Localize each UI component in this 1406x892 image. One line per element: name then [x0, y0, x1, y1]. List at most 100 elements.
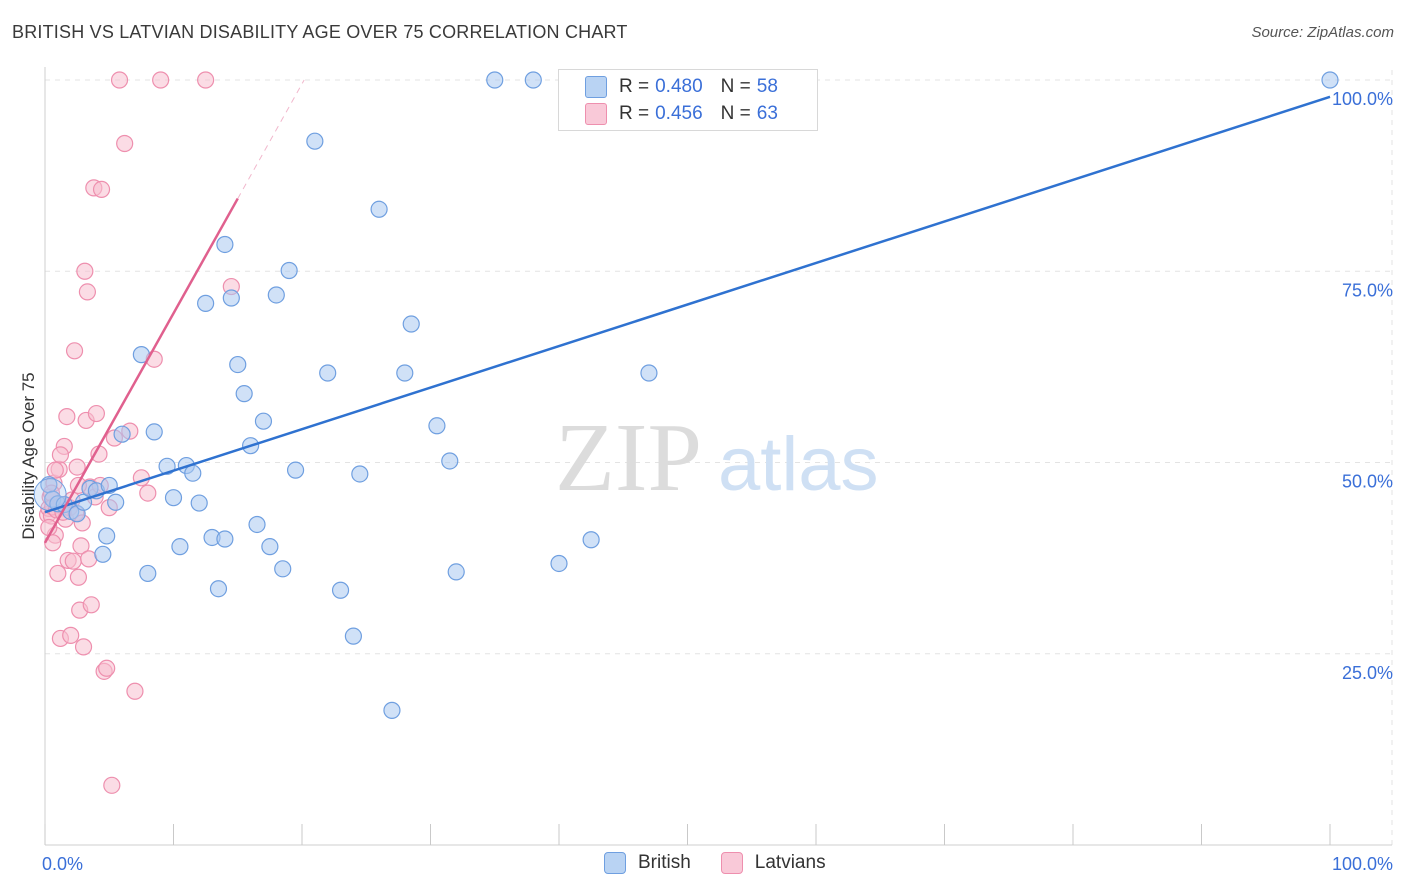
- latvian-point: [44, 534, 62, 552]
- british-point: [107, 493, 125, 511]
- legend-item-british: British: [604, 852, 691, 874]
- british-point: [261, 538, 279, 556]
- british-point: [306, 132, 324, 150]
- latvian-point: [82, 596, 100, 614]
- latvian-point: [62, 626, 80, 644]
- british-point: [222, 289, 240, 307]
- legend-item-latvians: Latvians: [720, 852, 826, 874]
- british-point: [113, 425, 131, 443]
- british-n-label: N =: [720, 76, 751, 97]
- latvian-swatch: [585, 103, 607, 125]
- latvian-point: [87, 404, 106, 423]
- chart-title: BRITISH VS LATVIAN DISABILITY AGE OVER 7…: [12, 22, 628, 42]
- latvian-point: [78, 283, 97, 301]
- british-point: [145, 423, 163, 441]
- british-point: [216, 235, 234, 254]
- latvian-point: [49, 564, 67, 583]
- y-tick-label: 75.0%: [1342, 280, 1393, 300]
- british-point: [550, 554, 568, 573]
- british-point: [248, 515, 266, 534]
- grid-layer: [45, 70, 1393, 845]
- x-tick-label-max: 100.0%: [1332, 854, 1393, 874]
- british-points: [33, 71, 1339, 719]
- latvian-point: [51, 446, 70, 464]
- british-point: [94, 545, 112, 563]
- latvian-point: [76, 262, 94, 280]
- british-point: [396, 364, 414, 382]
- british-point: [486, 71, 504, 89]
- british-point: [139, 564, 157, 583]
- y-tick-label: 50.0%: [1342, 472, 1393, 492]
- watermark-zip: ZIP: [555, 404, 702, 512]
- british-point: [402, 315, 420, 333]
- british-point: [235, 385, 253, 403]
- british-trend-line: [44, 95, 1331, 514]
- watermark-atlas: atlas: [718, 422, 879, 507]
- british-point: [229, 355, 247, 374]
- british-point: [447, 563, 465, 581]
- british-point: [428, 417, 446, 435]
- british-point: [351, 465, 369, 483]
- british-point: [164, 489, 183, 507]
- latvian-r-label: R =: [619, 103, 650, 124]
- british-point: [171, 538, 189, 556]
- british-r-label: R =: [619, 76, 650, 97]
- legend-row-british: R = 0.480 N = 58: [585, 74, 796, 100]
- legend-latvian-swatch: [720, 852, 743, 874]
- latvian-points: [38, 71, 240, 794]
- latvian-n-value: 63: [756, 103, 778, 124]
- latvian-trend-line: [43, 197, 239, 544]
- british-point: [344, 627, 362, 645]
- watermark: ZIP atlas: [555, 404, 879, 512]
- british-point: [441, 452, 459, 470]
- latvian-point: [116, 134, 134, 153]
- latvian-point: [139, 484, 157, 502]
- y-tick-label: 25.0%: [1342, 663, 1393, 683]
- british-point: [267, 286, 285, 304]
- latvian-point: [92, 180, 111, 198]
- axis-layer: 25.0% 50.0% 75.0% 100.0% 0.0% 100.0%: [42, 67, 1393, 874]
- british-point: [582, 531, 600, 549]
- latvian-point: [72, 537, 90, 555]
- y-tick-label: 100.0%: [1332, 89, 1393, 109]
- british-r-value: 0.480: [655, 76, 703, 97]
- british-point: [190, 494, 208, 512]
- legend-row-latvians: R = 0.456 N = 63: [585, 101, 796, 127]
- british-swatch: [585, 76, 607, 98]
- british-point: [640, 364, 658, 382]
- x-tick-label-min: 0.0%: [42, 854, 83, 874]
- series-legend: British Latvians: [604, 852, 856, 874]
- british-point: [524, 71, 542, 89]
- source-label: Source: ZipAtlas.com: [1251, 24, 1394, 41]
- british-point: [280, 261, 298, 280]
- correlation-legend: R = 0.480 N = 58 R = 0.456 N = 63: [558, 69, 818, 131]
- british-point: [184, 464, 202, 482]
- trend-lines: [43, 79, 1331, 544]
- british-point: [216, 530, 234, 548]
- latvian-n-label: N =: [720, 103, 751, 124]
- latvian-point: [65, 342, 84, 360]
- british-point: [286, 461, 305, 479]
- british-point: [197, 294, 215, 312]
- british-point: [98, 527, 116, 545]
- british-point: [1321, 71, 1339, 89]
- latvian-point: [68, 458, 86, 476]
- latvian-trend-extension: [237, 79, 305, 199]
- latvian-point: [110, 71, 129, 89]
- british-point: [254, 412, 273, 430]
- legend-british-swatch: [604, 852, 626, 874]
- british-point: [370, 200, 388, 218]
- legend-latvians-label: Latvians: [754, 852, 826, 873]
- latvian-point: [103, 776, 121, 794]
- latvian-point: [69, 568, 88, 586]
- y-axis-label: Disability Age Over 75: [19, 372, 38, 539]
- latvian-point: [58, 408, 76, 426]
- latvian-point: [74, 638, 93, 656]
- british-point: [331, 581, 350, 599]
- latvian-point: [98, 659, 116, 677]
- latvian-point: [126, 682, 144, 700]
- british-n-value: 58: [756, 76, 778, 97]
- latvian-point: [152, 71, 170, 89]
- legend-british-label: British: [638, 852, 691, 873]
